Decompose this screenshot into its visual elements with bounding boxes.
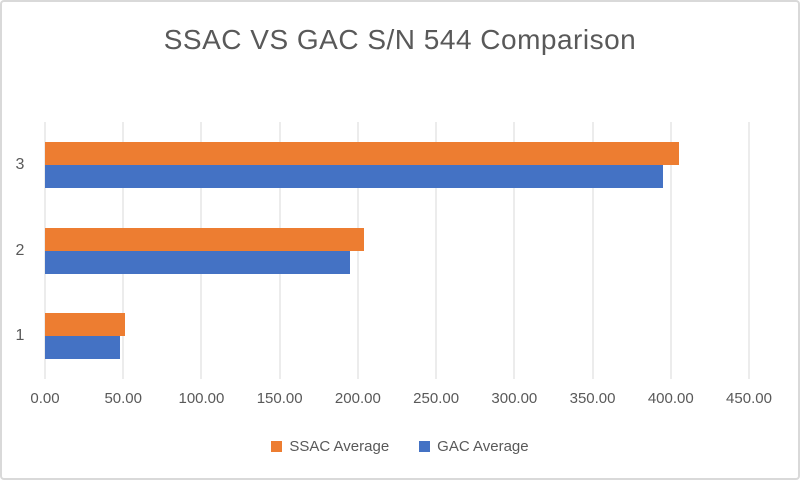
category-row-2	[45, 208, 749, 294]
x-tick-label: 100.00	[178, 390, 225, 407]
y-category-label: 2	[15, 241, 25, 259]
bar-gac-average-cat3	[45, 165, 663, 188]
legend-item-ssac-average: SSAC Average	[271, 438, 389, 455]
y-category-label: 1	[15, 327, 25, 345]
x-tick-label: 50.00	[104, 390, 142, 407]
plot-area	[44, 122, 750, 379]
bar-ssac-average-cat3	[45, 142, 679, 165]
x-tick-label: 400.00	[647, 390, 694, 407]
chart-title: SSAC VS GAC S/N 544 Comparison	[163, 24, 637, 55]
x-tick-label: 450.00	[726, 390, 772, 407]
gridline	[592, 122, 594, 379]
x-tick-label: 0.00	[30, 390, 60, 407]
gridline	[513, 122, 515, 379]
x-tick-label: 300.00	[491, 390, 538, 407]
legend-swatch-icon	[419, 441, 431, 452]
x-axis: 0.00 50.00 100.00 150.00 200.00 250.00 300.00 3…	[30, 390, 772, 410]
x-tick-label: 250.00	[413, 390, 460, 407]
legend-label: GAC Average	[437, 438, 529, 455]
gridline	[435, 122, 437, 379]
bar-ssac-average-cat2	[45, 227, 365, 251]
y-category-label: 3	[15, 155, 25, 173]
category-row-3	[45, 122, 749, 208]
x-tick-label: 350.00	[569, 390, 616, 407]
bar-gac-average-cat2	[45, 250, 351, 274]
x-tick-label: 200.00	[334, 390, 381, 407]
bar-gac-average-cat1	[45, 336, 121, 360]
gridline	[748, 122, 750, 379]
bar-rows	[45, 122, 749, 379]
bar-ssac-average-cat1	[45, 313, 125, 337]
y-axis: 3 2 1	[2, 122, 38, 379]
legend-item-gac-average: GAC Average	[419, 438, 529, 455]
x-tick-label: 150.00	[256, 390, 303, 407]
legend-label: SSAC Average	[289, 438, 390, 455]
legend-swatch-icon	[271, 441, 283, 452]
gridline	[670, 122, 672, 379]
category-row-1	[45, 293, 749, 379]
legend: SSAC Average GAC Average	[2, 438, 798, 455]
